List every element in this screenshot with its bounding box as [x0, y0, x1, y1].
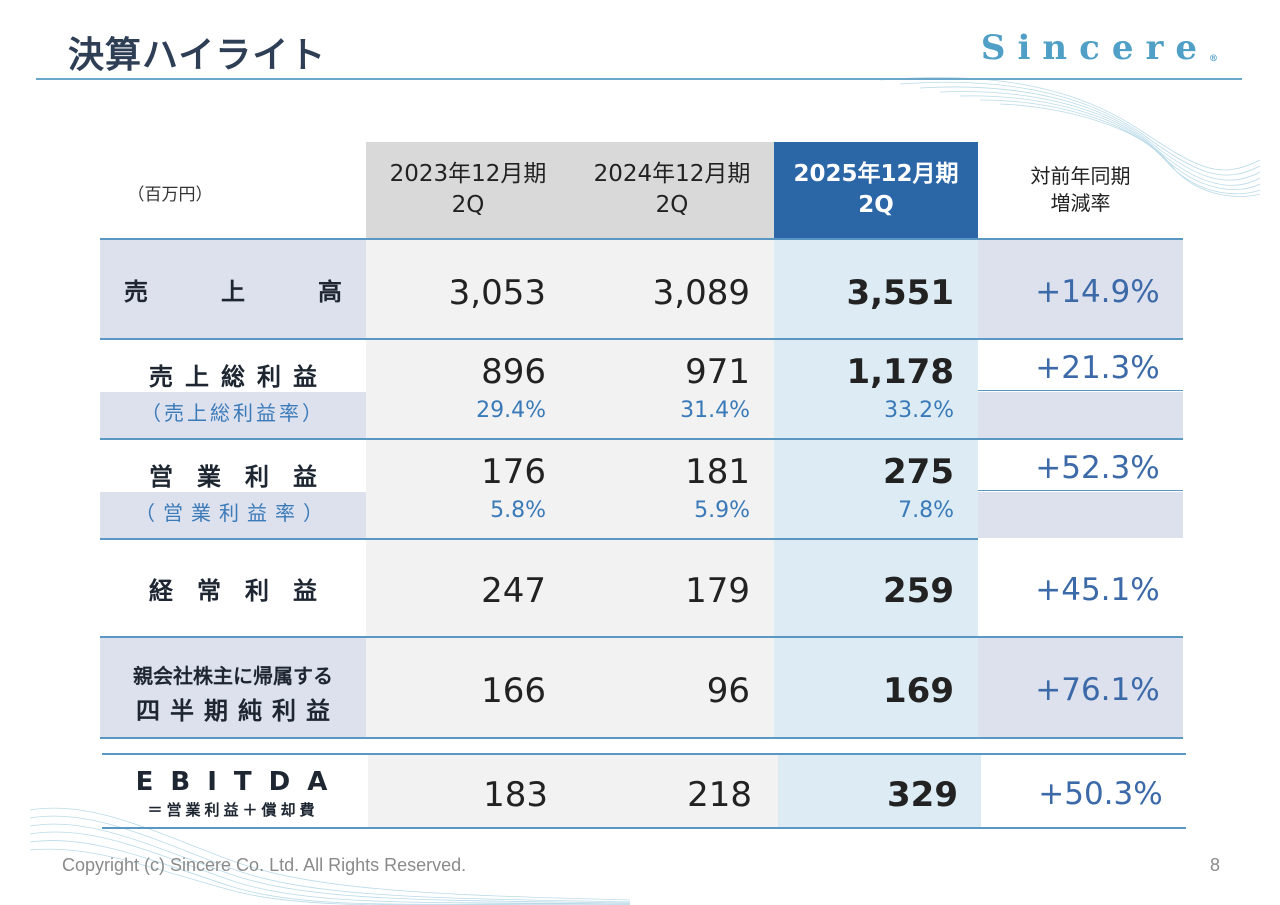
rule-ebitda-top: [102, 753, 1186, 755]
row-label-ebitda-line2: ＝営業利益＋償却費: [147, 801, 319, 819]
logo-text: Sincere: [980, 28, 1209, 68]
column-header-yoy-line2: 増減率: [1050, 191, 1111, 215]
column-header-2024-period: 2024年12月期: [593, 161, 751, 187]
value-gross-margin-2025: 33.2%: [884, 398, 954, 423]
rule-row3-yoy: [978, 490, 1183, 491]
yoy-gross-profit: +21.3%: [1035, 350, 1160, 386]
column-header-yoy: 対前年同期 増減率: [978, 142, 1183, 238]
yoy-bg-sales: [978, 240, 1183, 338]
label-bg-sales: [100, 240, 366, 338]
yoy-bg-net-income: [978, 638, 1183, 737]
column-header-2023-period: 2023年12月期: [389, 161, 547, 187]
col-bg-2025: [774, 142, 978, 238]
value-operating-margin-2023: 5.8%: [490, 498, 546, 523]
row-label-gross-margin: （売上総利益率）: [141, 400, 325, 425]
column-header-2023: 2023年12月期 2Q: [366, 142, 570, 238]
copyright-notice: Copyright (c) Sincere Co. Ltd. All Right…: [62, 855, 467, 875]
data-bg-ebitda: [368, 755, 778, 827]
value-net-income-2024: 96: [706, 671, 750, 711]
unit-label: （百万円）: [127, 185, 213, 205]
value-ordinary-income-2024: 179: [685, 571, 750, 611]
value-gross-profit-2023: 896: [481, 352, 546, 392]
rule-row2: [100, 438, 1183, 440]
data-bg-2025: [774, 240, 978, 737]
col-bg-2023: [366, 142, 570, 238]
yoy-net-income: +76.1%: [1035, 672, 1160, 708]
value-ordinary-income-2025: 259: [883, 571, 954, 611]
title-divider: [36, 78, 1242, 80]
row-label-gross-profit: 売上総利益: [149, 362, 329, 391]
rule-row2-yoy: [978, 390, 1183, 391]
value-operating-income-2025: 275: [883, 452, 954, 492]
row-label-ebitda: EBITDA ＝営業利益＋償却費: [100, 767, 366, 823]
page-title: 決算ハイライト: [68, 35, 327, 76]
value-ebitda-2024: 218: [687, 775, 752, 815]
value-ebitda-2023: 183: [483, 775, 548, 815]
col-bg-2024: [570, 142, 774, 238]
value-ebitda-2025: 329: [887, 775, 958, 815]
yoy-ebitda: +50.3%: [1038, 776, 1163, 812]
value-net-income-2023: 166: [481, 671, 546, 711]
row-label-net-income: 親会社株主に帰属する 四半期純利益: [100, 660, 366, 725]
value-gross-profit-2024: 971: [685, 352, 750, 392]
column-header-2025: 2025年12月期 2Q: [774, 142, 978, 238]
label-bg-op-ratio: [100, 492, 366, 538]
value-gross-margin-2024: 31.4%: [680, 398, 750, 423]
row-label-ebitda-line1: EBITDA: [135, 767, 345, 797]
row-label-operating-income: 営 業 利 益: [149, 462, 317, 491]
value-gross-profit-2025: 1,178: [846, 352, 954, 392]
label-bg-gp-ratio: [100, 392, 366, 438]
data-bg-2023-2024: [366, 240, 774, 737]
column-header-2023-quarter: 2Q: [451, 192, 485, 218]
value-operating-margin-2024: 5.9%: [694, 498, 750, 523]
rule-row1: [100, 338, 1183, 340]
rule-header: [100, 238, 1183, 240]
column-header-2024-quarter: 2Q: [655, 192, 689, 218]
page-number: 8: [1209, 855, 1220, 875]
row-label-sales: 売上高: [124, 277, 342, 306]
value-net-income-2025: 169: [883, 671, 954, 711]
value-sales-2024: 3,089: [652, 273, 750, 313]
column-header-2025-period: 2025年12月期: [793, 161, 959, 187]
row-label-net-income-line1: 親会社株主に帰属する: [133, 664, 333, 688]
registered-mark: ®: [1209, 54, 1218, 64]
value-operating-income-2023: 176: [481, 452, 546, 492]
rule-row3: [100, 538, 978, 540]
data-bg-ebitda-2025: [778, 755, 981, 827]
yoy-ordinary-income: +45.1%: [1035, 572, 1160, 608]
yoy-sales: +14.9%: [1035, 274, 1160, 310]
yoy-bg-op-ratio: [978, 492, 1183, 538]
value-sales-2025: 3,551: [846, 273, 954, 313]
value-sales-2023: 3,053: [448, 273, 546, 313]
row-label-operating-margin: （営業利益率）: [135, 500, 331, 525]
rule-ebitda-bottom: [102, 827, 1186, 829]
row-label-ordinary-income: 経 常 利 益: [149, 576, 317, 605]
yoy-operating-income: +52.3%: [1035, 450, 1160, 486]
rule-row4: [100, 636, 1183, 638]
row-label-net-income-line2: 四半期純利益: [136, 697, 340, 725]
column-header-2025-quarter: 2Q: [858, 192, 894, 218]
value-gross-margin-2023: 29.4%: [476, 398, 546, 423]
value-ordinary-income-2023: 247: [481, 571, 546, 611]
brand-logo: Sincere®: [981, 28, 1218, 68]
label-bg-net-income: [100, 638, 366, 737]
value-operating-margin-2025: 7.8%: [898, 498, 954, 523]
column-header-yoy-line1: 対前年同期: [1030, 164, 1131, 188]
value-operating-income-2024: 181: [685, 452, 750, 492]
rule-row5: [100, 737, 1183, 739]
column-header-2024: 2024年12月期 2Q: [570, 142, 774, 238]
yoy-bg-gp-ratio: [978, 392, 1183, 438]
